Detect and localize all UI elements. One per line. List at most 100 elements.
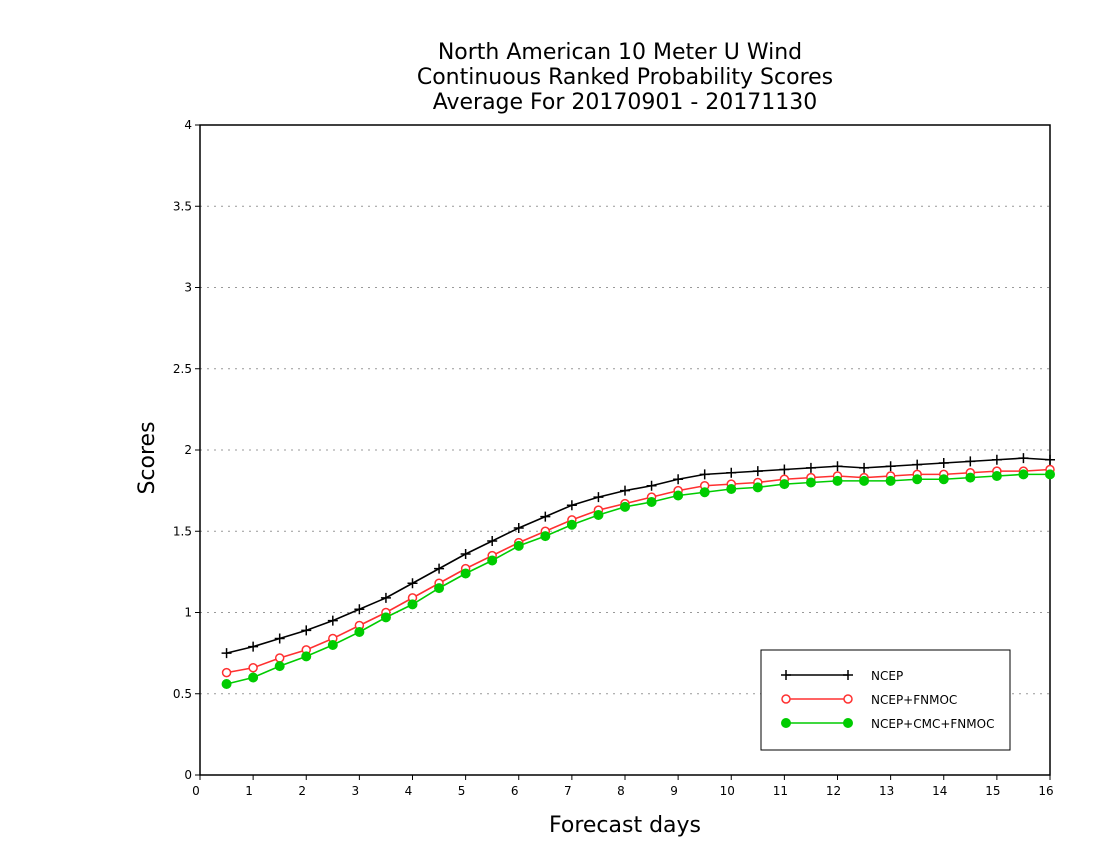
x-axis: 0 1 2 3 4 5 6 7 8 9 10 11 12 13 14 15 16 [192,775,1054,798]
data-point [620,501,630,512]
data-point [221,667,232,678]
data-point [752,482,763,493]
data-point [938,474,949,485]
data-point [1045,469,1055,480]
data-point [540,531,551,542]
legend-marker [843,718,853,728]
x-tick-label: 15 [985,784,1000,798]
data-point [1018,469,1029,480]
data-point [221,679,232,689]
y-tick-label: 1.5 [173,524,192,538]
series-layer [221,453,1055,689]
data-point [859,475,870,486]
series-ncep-cmc-fnmoc [221,469,1055,689]
data-point [407,578,418,589]
data-point [487,536,498,546]
x-tick-label: 2 [298,784,306,798]
data-point [965,456,976,467]
legend-box [760,649,1011,751]
data-point [354,604,365,615]
data-point [327,640,338,650]
data-point [805,477,816,488]
data-point [912,459,923,470]
data-point [646,480,657,491]
x-tick-label: 11 [773,784,788,798]
legend-item: NCEP [781,669,903,683]
data-point [327,615,338,626]
data-point [354,627,365,637]
legend-label: NCEP+CMC+FNMOC [871,717,994,731]
legend-marker [843,694,853,704]
data-point [673,490,684,501]
data-point [248,663,258,673]
y-tick-label: 0 [184,768,192,782]
data-point [646,497,657,507]
data-point [885,461,896,472]
data-point [991,454,1002,465]
series-line [226,457,1051,654]
chart-title: North American 10 Meter U Wind Continuou… [417,40,833,115]
data-point [1018,453,1029,464]
x-tick-label: 8 [617,784,625,798]
legend-marker [843,670,853,680]
y-tick-label: 2.5 [173,362,192,376]
x-tick-label: 4 [405,784,413,798]
data-point [965,472,976,483]
x-tick-label: 6 [511,784,519,798]
x-tick-label: 10 [720,784,735,798]
data-point [673,474,684,485]
legend-item: NCEP+FNMOC [781,693,957,707]
data-point [1045,454,1055,465]
y-axis: 0 0.5 1 1.5 2 2.5 3 3.5 4 [173,118,200,782]
data-point [513,523,524,533]
data-point [434,563,445,574]
data-point [912,474,923,485]
data-point [593,492,604,503]
data-point [248,672,259,683]
x-tick-label: 3 [352,784,360,798]
data-point [699,487,710,498]
chart-title-line-2: Continuous Ranked Probability Scores [417,65,833,90]
x-tick-label: 13 [879,784,894,798]
data-point [301,625,312,636]
legend-label: NCEP+FNMOC [871,693,957,707]
y-tick-label: 2 [184,443,192,457]
series-ncep [221,453,1055,659]
data-point [274,653,285,663]
data-point [460,568,471,579]
legend-item: NCEP+CMC+FNMOC [781,717,994,731]
data-point [752,466,763,477]
data-point [832,461,843,472]
x-tick-label: 14 [932,784,947,798]
legend: NCEP NCEP+FNMOC NCEP+CMC+FNMOC [760,649,1011,751]
x-tick-label: 9 [670,784,678,798]
legend-marker [781,718,791,728]
x-tick-label: 0 [192,784,200,798]
data-point [566,500,577,511]
legend-marker [781,694,791,704]
y-tick-label: 0.5 [173,687,192,701]
x-tick-label: 1 [245,784,253,798]
data-point [274,661,285,672]
data-point [380,592,391,603]
chart-title-line-3: Average For 20170901 - 20171130 [433,90,818,115]
legend-marker [781,670,791,680]
data-point [991,471,1002,481]
data-point [434,583,445,594]
series-line [226,468,1051,674]
y-tick-label: 3.5 [173,199,192,213]
data-point [726,467,737,478]
x-tick-label: 16 [1038,784,1053,798]
grid-lines [200,205,1050,695]
data-point [832,475,843,486]
data-point [593,510,604,520]
data-point [726,484,737,494]
data-point [513,540,524,551]
data-point [380,612,391,623]
data-point [274,633,285,644]
data-point [540,511,551,522]
data-point [460,549,471,559]
data-point [248,641,259,652]
y-tick-label: 3 [184,281,192,295]
